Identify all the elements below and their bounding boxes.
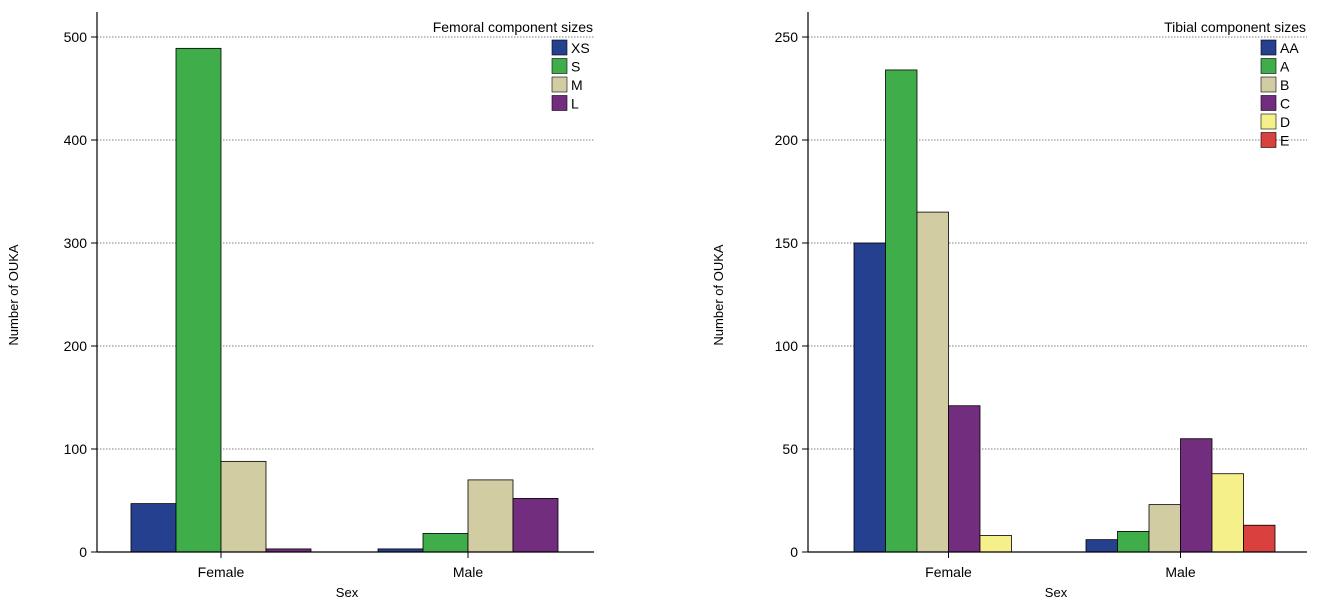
legend-label-A: A — [1280, 59, 1290, 75]
x-tick-label: Female — [198, 564, 245, 580]
legend-swatch-D — [1260, 113, 1277, 130]
legend-swatch-C — [1260, 95, 1277, 111]
bar-AA-Female — [853, 242, 886, 553]
bar-A-Female — [885, 69, 918, 553]
legend-label-E: E — [1280, 133, 1289, 149]
bar-XS-Female — [130, 503, 177, 553]
bar-M-Male — [467, 479, 514, 553]
legend-label-L: L — [571, 96, 579, 112]
y-tick-label: 100 — [64, 441, 88, 457]
y-tick-label: 50 — [782, 441, 798, 457]
y-tick-label: 150 — [775, 235, 799, 251]
y-tick-label: 200 — [775, 132, 799, 148]
legend-swatch-S — [551, 58, 568, 74]
y-tick-label: 100 — [775, 338, 799, 354]
bar-C-Male — [1180, 438, 1213, 553]
bar-A-Male — [1117, 531, 1150, 553]
femoral-chart: Number of OUKA Sex Femoral component siz… — [6, 12, 594, 600]
x-axis-label: Sex — [336, 585, 359, 600]
legend-swatch-M — [551, 76, 568, 93]
legend-swatch-AA — [1260, 39, 1277, 56]
x-axis-label: Sex — [1045, 585, 1068, 600]
bar-S-Male — [422, 533, 469, 553]
legend-label-AA: AA — [1280, 40, 1299, 56]
bar-D-Male — [1211, 473, 1244, 553]
tibial-chart: Number of OUKA Sex Tibial component size… — [711, 12, 1307, 600]
x-tick-label: Male — [1165, 564, 1196, 580]
legend-swatch-A — [1260, 58, 1277, 74]
legend-label-M: M — [571, 77, 583, 93]
bar-D-Female — [979, 535, 1012, 553]
bar-M-Female — [220, 460, 267, 553]
legend-label-S: S — [571, 59, 580, 75]
legend-swatch-XS — [551, 39, 568, 56]
x-tick-label: Male — [453, 564, 484, 580]
legend-swatch-L — [551, 95, 568, 111]
legend-swatch-B — [1260, 76, 1277, 93]
legend-title: Femoral component sizes — [433, 19, 593, 35]
y-axis-label: Number of OUKA — [6, 244, 21, 345]
y-tick-label: 300 — [64, 235, 88, 251]
bar-AA-Male — [1085, 539, 1118, 553]
x-tick-label: Female — [925, 564, 972, 580]
y-tick-label: 500 — [64, 29, 88, 45]
bar-B-Male — [1148, 504, 1181, 553]
bar-S-Female — [175, 47, 222, 553]
y-tick-label: 0 — [790, 544, 798, 560]
legend-label-XS: XS — [571, 40, 590, 56]
bar-C-Female — [948, 405, 981, 553]
y-tick-label: 0 — [79, 544, 87, 560]
bar-E-Male — [1243, 524, 1276, 553]
y-tick-label: 400 — [64, 132, 88, 148]
y-tick-label: 250 — [775, 29, 799, 45]
legend-swatch-E — [1260, 132, 1277, 148]
y-tick-label: 200 — [64, 338, 88, 354]
bar-B-Female — [916, 211, 949, 553]
bar-L-Male — [512, 498, 559, 553]
legend-label-D: D — [1280, 114, 1290, 130]
legend-title: Tibial component sizes — [1164, 19, 1306, 35]
y-axis-label: Number of OUKA — [711, 244, 726, 345]
legend-label-C: C — [1280, 96, 1290, 112]
legend-label-B: B — [1280, 77, 1289, 93]
